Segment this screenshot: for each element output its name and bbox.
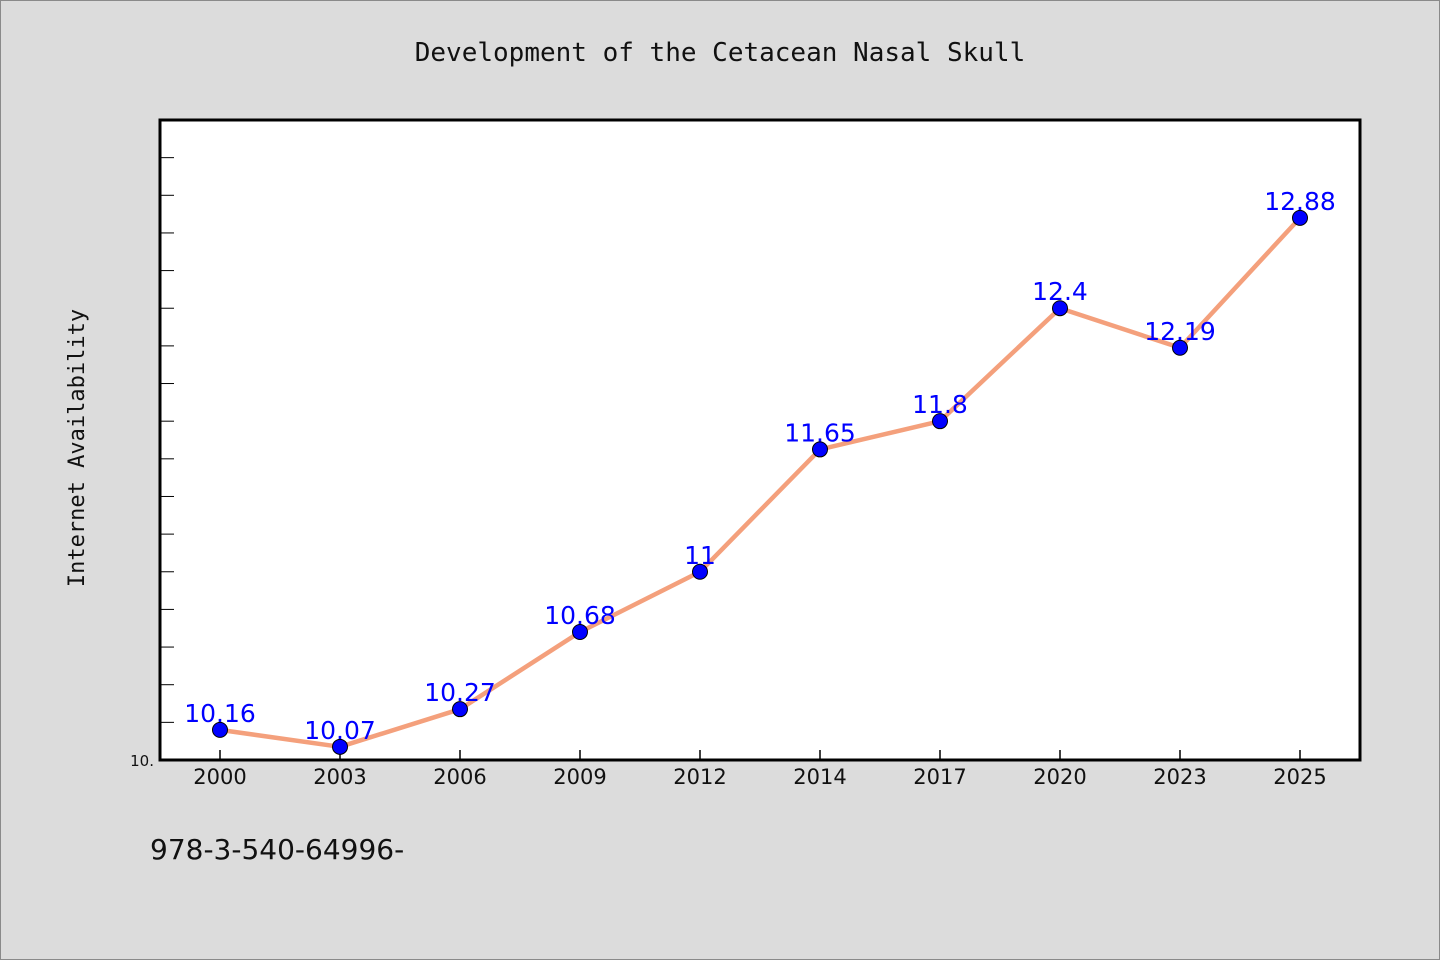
data-point-marker [212,721,228,738]
data-labels: 10.16 10.07 10.27 10.68 11 11.65 11.8 12.4 12.19… [184,187,1336,745]
x-tick-label: 2020 [1033,765,1086,789]
data-label: 12.88 [1264,187,1336,216]
data-point-marker [572,624,588,640]
data-label: 11.65 [784,418,856,447]
data-point-marker [692,563,708,580]
data-point-marker [452,701,468,718]
series-line [219,216,1302,750]
x-tick-label: 2000 [193,765,246,789]
data-label: 12.19 [1144,317,1216,346]
x-tick-label: 2012 [673,765,726,789]
data-point-marker [812,441,828,458]
isbn-footnote: 978-3-540-64996- [150,833,405,866]
chart-title: Development of the Cetacean Nasal Skull [415,38,1025,68]
data-label: 12.4 [1032,277,1088,306]
data-point-marker [1052,300,1068,317]
plot-area [158,118,1362,762]
data-label: 11 [684,541,716,570]
data-point-marker [332,738,348,755]
x-tick-label: 2017 [913,765,966,789]
x-tick-label: 2014 [793,765,846,789]
x-tick-label: 2006 [433,765,486,789]
x-tick-label: 2023 [1153,765,1206,789]
y-tick-label: 10. [130,752,154,770]
data-label: 10.27 [424,678,496,707]
data-point-marker [1172,339,1188,356]
x-axis-ticks: 2000 2003 2006 2009 2012 2014 2017 2020 2023 2025 [193,750,1327,789]
x-tick-label: 2025 [1273,765,1326,789]
y-axis-label: Internet Availability [65,309,90,587]
y-axis-ticks [160,157,174,723]
data-label: 11.8 [912,390,968,419]
x-tick-label: 2009 [553,765,606,789]
data-label: 10.07 [304,716,376,745]
data-point-marker [1292,209,1308,226]
data-label: 10.16 [184,699,256,728]
x-tick-label: 2003 [313,765,366,789]
series-markers [212,209,1308,755]
data-label: 10.68 [544,601,616,630]
data-point-marker [932,413,948,430]
